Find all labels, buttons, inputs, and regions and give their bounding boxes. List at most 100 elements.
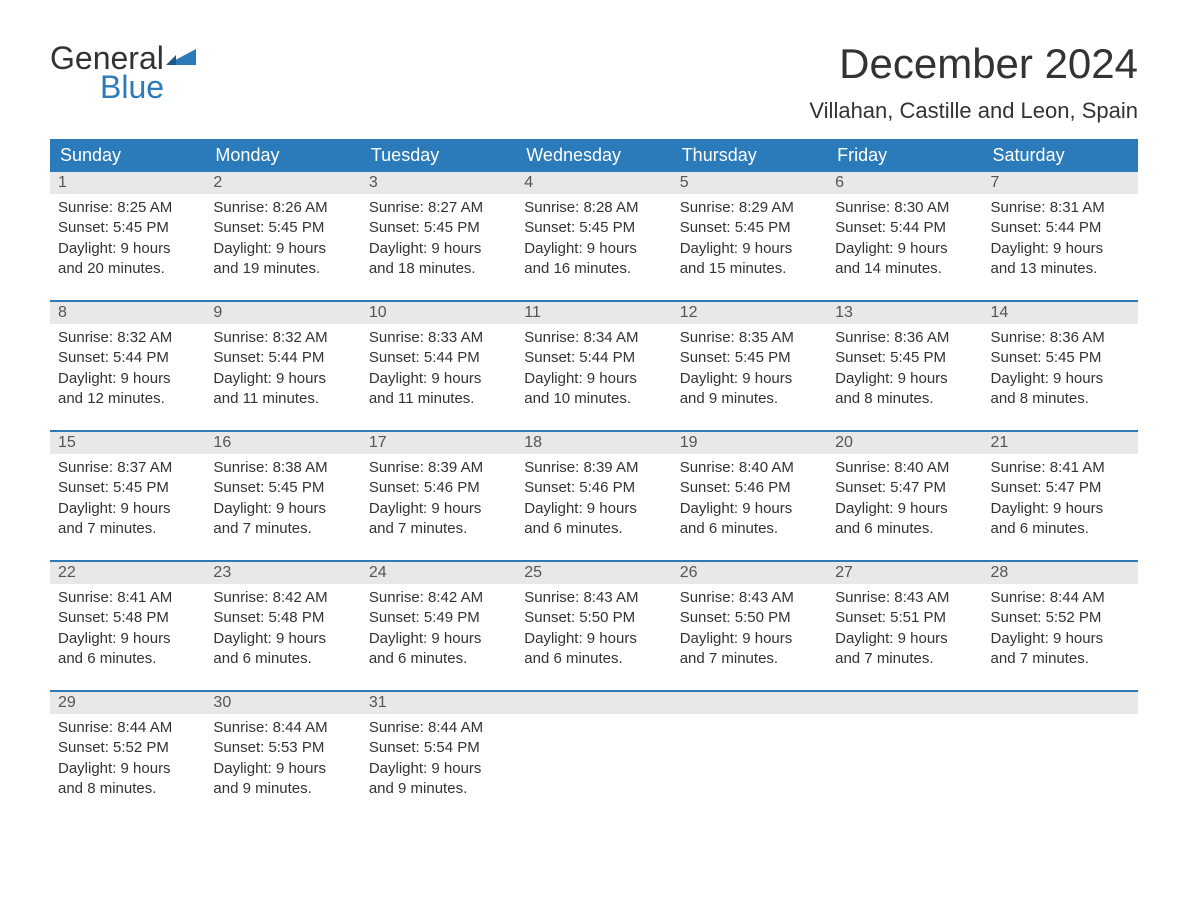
daylight-line1: Daylight: 9 hours xyxy=(991,369,1130,389)
empty-day-cell xyxy=(672,692,827,820)
sunrise-text: Sunrise: 8:42 AM xyxy=(213,588,352,608)
sunrise-text: Sunrise: 8:44 AM xyxy=(369,718,508,738)
sunrise-text: Sunrise: 8:27 AM xyxy=(369,198,508,218)
sunset-text: Sunset: 5:46 PM xyxy=(524,478,663,498)
day-cell: 4Sunrise: 8:28 AMSunset: 5:45 PMDaylight… xyxy=(516,172,671,300)
sunrise-text: Sunrise: 8:34 AM xyxy=(524,328,663,348)
day-number: 31 xyxy=(361,692,516,714)
day-cell: 11Sunrise: 8:34 AMSunset: 5:44 PMDayligh… xyxy=(516,302,671,430)
day-content: Sunrise: 8:25 AMSunset: 5:45 PMDaylight:… xyxy=(50,194,205,287)
daylight-line2: and 16 minutes. xyxy=(524,259,663,279)
daylight-line1: Daylight: 9 hours xyxy=(680,369,819,389)
empty-day-cell xyxy=(983,692,1138,820)
daylight-line2: and 8 minutes. xyxy=(835,389,974,409)
sunrise-text: Sunrise: 8:32 AM xyxy=(213,328,352,348)
day-number: 27 xyxy=(827,562,982,584)
day-number: 24 xyxy=(361,562,516,584)
empty-day-number-bar xyxy=(516,692,671,714)
daylight-line1: Daylight: 9 hours xyxy=(369,369,508,389)
daylight-line1: Daylight: 9 hours xyxy=(213,369,352,389)
sunrise-text: Sunrise: 8:33 AM xyxy=(369,328,508,348)
day-cell: 16Sunrise: 8:38 AMSunset: 5:45 PMDayligh… xyxy=(205,432,360,560)
daylight-line1: Daylight: 9 hours xyxy=(213,499,352,519)
day-header-saturday: Saturday xyxy=(983,139,1138,172)
sunrise-text: Sunrise: 8:41 AM xyxy=(991,458,1130,478)
day-content: Sunrise: 8:44 AMSunset: 5:54 PMDaylight:… xyxy=(361,714,516,807)
day-number: 3 xyxy=(361,172,516,194)
day-cell: 24Sunrise: 8:42 AMSunset: 5:49 PMDayligh… xyxy=(361,562,516,690)
sunset-text: Sunset: 5:44 PM xyxy=(58,348,197,368)
sunrise-text: Sunrise: 8:36 AM xyxy=(835,328,974,348)
day-cell: 9Sunrise: 8:32 AMSunset: 5:44 PMDaylight… xyxy=(205,302,360,430)
daylight-line1: Daylight: 9 hours xyxy=(680,239,819,259)
day-number: 22 xyxy=(50,562,205,584)
day-content: Sunrise: 8:42 AMSunset: 5:49 PMDaylight:… xyxy=(361,584,516,677)
empty-day-number-bar xyxy=(827,692,982,714)
sunrise-text: Sunrise: 8:36 AM xyxy=(991,328,1130,348)
day-number: 15 xyxy=(50,432,205,454)
day-number: 10 xyxy=(361,302,516,324)
day-cell: 15Sunrise: 8:37 AMSunset: 5:45 PMDayligh… xyxy=(50,432,205,560)
title-block: December 2024 Villahan, Castille and Leo… xyxy=(809,40,1138,124)
day-content: Sunrise: 8:32 AMSunset: 5:44 PMDaylight:… xyxy=(205,324,360,417)
location-text: Villahan, Castille and Leon, Spain xyxy=(809,98,1138,124)
daylight-line2: and 6 minutes. xyxy=(524,519,663,539)
daylight-line1: Daylight: 9 hours xyxy=(835,239,974,259)
day-number: 13 xyxy=(827,302,982,324)
day-content: Sunrise: 8:43 AMSunset: 5:50 PMDaylight:… xyxy=(516,584,671,677)
day-number: 4 xyxy=(516,172,671,194)
daylight-line1: Daylight: 9 hours xyxy=(58,759,197,779)
sunset-text: Sunset: 5:45 PM xyxy=(213,218,352,238)
sunset-text: Sunset: 5:46 PM xyxy=(680,478,819,498)
sunset-text: Sunset: 5:52 PM xyxy=(58,738,197,758)
sunset-text: Sunset: 5:44 PM xyxy=(835,218,974,238)
day-number: 28 xyxy=(983,562,1138,584)
daylight-line2: and 6 minutes. xyxy=(369,649,508,669)
day-cell: 26Sunrise: 8:43 AMSunset: 5:50 PMDayligh… xyxy=(672,562,827,690)
daylight-line2: and 20 minutes. xyxy=(58,259,197,279)
sunset-text: Sunset: 5:48 PM xyxy=(58,608,197,628)
calendar: Sunday Monday Tuesday Wednesday Thursday… xyxy=(50,139,1138,820)
daylight-line1: Daylight: 9 hours xyxy=(991,499,1130,519)
daylight-line2: and 18 minutes. xyxy=(369,259,508,279)
day-cell: 18Sunrise: 8:39 AMSunset: 5:46 PMDayligh… xyxy=(516,432,671,560)
daylight-line2: and 19 minutes. xyxy=(213,259,352,279)
empty-day-number-bar xyxy=(983,692,1138,714)
sunrise-text: Sunrise: 8:44 AM xyxy=(58,718,197,738)
day-cell: 29 Sunrise: 8:44 AMSunset: 5:52 PMDayligh… xyxy=(50,692,205,820)
week-row: 15Sunrise: 8:37 AMSunset: 5:45 PMDayligh… xyxy=(50,430,1138,560)
day-number: 1 xyxy=(50,172,205,194)
sunset-text: Sunset: 5:49 PM xyxy=(369,608,508,628)
day-content: Sunrise: 8:29 AMSunset: 5:45 PMDaylight:… xyxy=(672,194,827,287)
day-number: 25 xyxy=(516,562,671,584)
day-number: 14 xyxy=(983,302,1138,324)
day-cell: 22Sunrise: 8:41 AMSunset: 5:48 PMDayligh… xyxy=(50,562,205,690)
sunset-text: Sunset: 5:47 PM xyxy=(835,478,974,498)
day-cell: 1Sunrise: 8:25 AMSunset: 5:45 PMDaylight… xyxy=(50,172,205,300)
day-content: Sunrise: 8:41 AMSunset: 5:47 PMDaylight:… xyxy=(983,454,1138,547)
day-number: 29 xyxy=(50,692,205,714)
sunset-text: Sunset: 5:44 PM xyxy=(213,348,352,368)
empty-day-cell xyxy=(516,692,671,820)
sunrise-text: Sunrise: 8:39 AM xyxy=(524,458,663,478)
daylight-line2: and 13 minutes. xyxy=(991,259,1130,279)
sunset-text: Sunset: 5:44 PM xyxy=(369,348,508,368)
day-content: Sunrise: 8:41 AMSunset: 5:48 PMDaylight:… xyxy=(50,584,205,677)
day-cell: 8Sunrise: 8:32 AMSunset: 5:44 PMDaylight… xyxy=(50,302,205,430)
sunrise-text: Sunrise: 8:40 AM xyxy=(680,458,819,478)
day-cell: 14Sunrise: 8:36 AMSunset: 5:45 PMDayligh… xyxy=(983,302,1138,430)
day-number: 23 xyxy=(205,562,360,584)
day-content: Sunrise: 8:35 AMSunset: 5:45 PMDaylight:… xyxy=(672,324,827,417)
week-row: 22Sunrise: 8:41 AMSunset: 5:48 PMDayligh… xyxy=(50,560,1138,690)
daylight-line2: and 6 minutes. xyxy=(680,519,819,539)
day-number: 9 xyxy=(205,302,360,324)
daylight-line1: Daylight: 9 hours xyxy=(58,499,197,519)
sunset-text: Sunset: 5:52 PM xyxy=(991,608,1130,628)
day-number: 2 xyxy=(205,172,360,194)
day-number: 8 xyxy=(50,302,205,324)
daylight-line1: Daylight: 9 hours xyxy=(524,369,663,389)
daylight-line1: Daylight: 9 hours xyxy=(58,369,197,389)
daylight-line1: Daylight: 9 hours xyxy=(213,239,352,259)
sunset-text: Sunset: 5:50 PM xyxy=(524,608,663,628)
day-cell: 27Sunrise: 8:43 AMSunset: 5:51 PMDayligh… xyxy=(827,562,982,690)
